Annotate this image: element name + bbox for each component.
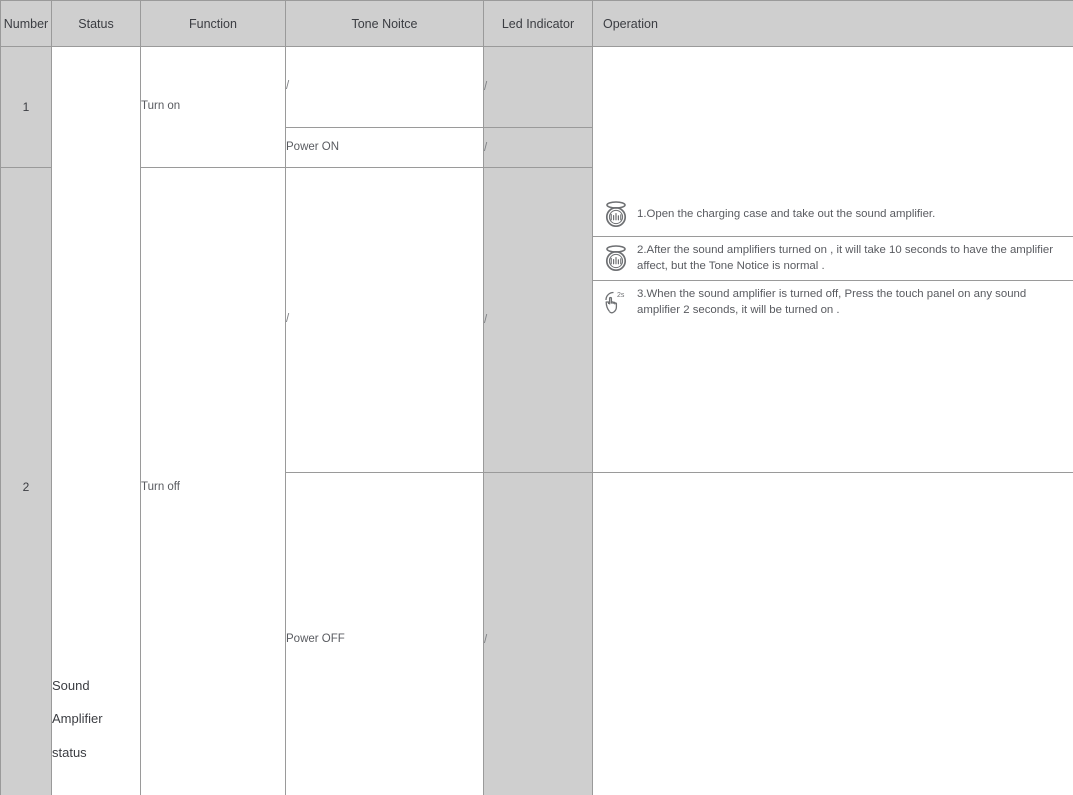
header-operation: Operation <box>592 0 1073 47</box>
operation-item: 2.After the sound amplifiers turned on ,… <box>593 237 1073 282</box>
header-tone-notice: Tone Noitce <box>285 0 484 47</box>
table-row: 2 Turn off / / 1.Put <box>0 167 1073 795</box>
status-label-line-1: Sound <box>52 678 90 694</box>
led-cell: / <box>483 127 593 168</box>
row-number: 1 <box>0 46 52 168</box>
charging-case-open-icon <box>601 200 631 230</box>
header-number: Number <box>0 0 52 47</box>
operation-cell-power: 1.Open the charging case and take out th… <box>592 46 1073 473</box>
led-cell: / <box>483 46 593 128</box>
status-label-line-3: status <box>52 744 87 760</box>
status-cell: Sound Amplifier status <box>51 46 141 795</box>
tone-cell: Power ON <box>285 127 484 168</box>
tone-cell: / <box>285 167 484 473</box>
table-row: Power ON / <box>1 127 1073 168</box>
operation-list: 1.Open the charging case and take out th… <box>593 194 1073 325</box>
operation-text: 3.When the sound amplifier is turned off… <box>637 288 1027 317</box>
svg-text:2s: 2s <box>617 292 625 299</box>
table-row: 1 Sound Amplifier status Turn on / / <box>0 46 1073 795</box>
operation-item: 1.Open the charging case and take out th… <box>593 194 1073 237</box>
status-label-line-2: Amplifier <box>52 711 103 727</box>
charging-case-open-icon <box>601 244 631 274</box>
tone-cell: / <box>285 46 484 128</box>
function-cell: Turn off <box>140 167 286 795</box>
operation-text: 2.After the sound amplifiers turned on ,… <box>637 243 1053 272</box>
header-led-indicator: Led Indicator <box>483 0 593 47</box>
row-number: 2 <box>0 167 52 795</box>
operation-item: 2s 3.When the sound amplifier is turned … <box>593 281 1073 324</box>
function-cell: Turn on <box>140 46 286 168</box>
header-function: Function <box>140 0 286 47</box>
operation-text: 1.Open the charging case and take out th… <box>637 207 936 220</box>
tone-cell: Power OFF <box>285 471 484 795</box>
table-row: Power OFF / <box>1 471 1073 795</box>
touch-hand-2s-icon: 2s <box>601 288 631 318</box>
led-cell: / <box>483 167 593 473</box>
header-status: Status <box>51 0 141 47</box>
table-header-row: Number Status Function Tone Noitce Led I… <box>0 0 1073 47</box>
led-cell: / <box>483 471 593 795</box>
